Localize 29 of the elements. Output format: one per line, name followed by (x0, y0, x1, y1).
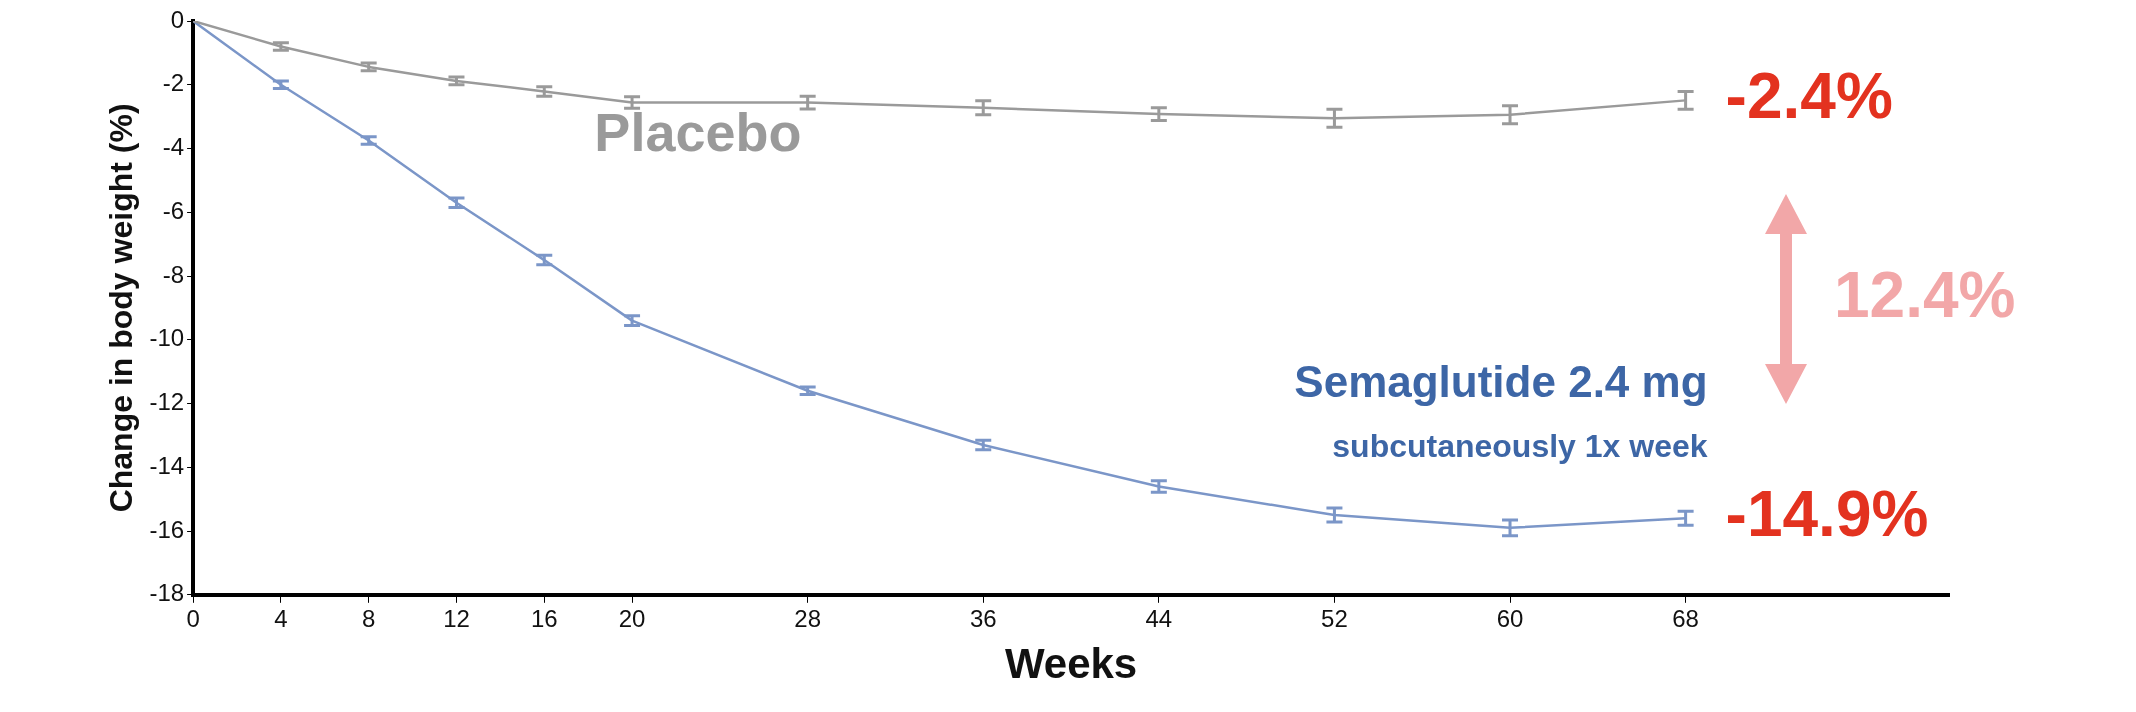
y-tick-label: -4 (162, 133, 185, 161)
annotation: -14.9% (1725, 477, 1929, 550)
text: Semaglutide 2.4 mg (1294, 356, 1708, 406)
y-tick-label: 0 (170, 5, 185, 33)
y-tick-label: -18 (149, 579, 185, 607)
x-tick-label: 52 (1321, 604, 1348, 632)
y-tick-label: -16 (149, 515, 185, 543)
annotation: 12.4% (1834, 258, 2016, 331)
x-tick-label: 44 (1145, 604, 1173, 632)
y-tick-label: -14 (149, 451, 185, 479)
x-tick-label: 28 (794, 604, 822, 632)
x-tick-label: 20 (618, 604, 646, 632)
x-tick-label: 12 (443, 604, 470, 632)
x-tick-label: 68 (1672, 604, 1699, 632)
x-tick-label: 60 (1496, 604, 1524, 632)
series-label: Placebo (594, 101, 802, 162)
y-axis-title: Change in body weight (%) (103, 103, 140, 513)
x-tick-label: 16 (530, 604, 558, 632)
x-axis-title: Weeks (1004, 640, 1138, 688)
y-tick-label: -10 (149, 324, 185, 352)
y-tick-label: -12 (149, 388, 185, 416)
y-tick-label: -8 (162, 260, 185, 288)
y-tick-label: -2 (162, 69, 185, 97)
annotation: subcutaneously 1x week (1332, 427, 1708, 464)
annotation: -2.4% (1725, 60, 1893, 133)
x-tick-label: 36 (969, 604, 997, 632)
x-tick-label: 8 (362, 604, 376, 632)
y-tick-label: -6 (162, 196, 185, 224)
x-tick-label: 4 (274, 604, 288, 632)
